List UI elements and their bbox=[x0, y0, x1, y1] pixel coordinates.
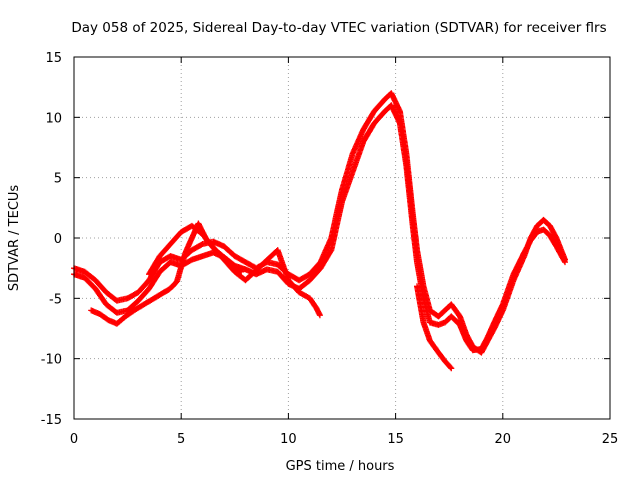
x-tick-label: 0 bbox=[70, 432, 78, 447]
x-tick-label: 25 bbox=[602, 432, 619, 447]
data-point bbox=[561, 257, 568, 264]
data-layer bbox=[71, 90, 568, 372]
y-tick-label: 15 bbox=[45, 51, 62, 66]
y-tick-labels: -15 -10 -5 0 5 10 15 bbox=[41, 51, 62, 428]
y-tick-label: -10 bbox=[41, 353, 62, 368]
data-point bbox=[238, 268, 245, 275]
y-tick-label: -5 bbox=[49, 292, 62, 307]
data-point bbox=[316, 312, 323, 319]
chart-title: Day 058 of 2025, Sidereal Day-to-day VTE… bbox=[71, 20, 606, 36]
x-tick-label: 10 bbox=[280, 432, 297, 447]
data-point bbox=[237, 268, 244, 274]
series-track-d bbox=[88, 220, 245, 327]
x-tick-label: 5 bbox=[177, 432, 185, 447]
x-tick-label: 15 bbox=[387, 432, 404, 447]
ticks bbox=[73, 56, 611, 420]
y-tick-label: 0 bbox=[54, 232, 62, 247]
grid bbox=[74, 57, 610, 419]
x-axis-label: GPS time / hours bbox=[286, 459, 395, 474]
data-point bbox=[447, 364, 454, 371]
series-track-c bbox=[146, 222, 455, 372]
data-point bbox=[448, 365, 455, 372]
x-tick-labels: 0 5 10 15 20 25 bbox=[70, 432, 618, 447]
y-tick-label: 5 bbox=[54, 172, 62, 187]
y-tick-label: 10 bbox=[45, 111, 62, 126]
data-point bbox=[562, 259, 568, 266]
y-axis-label: SDTVAR / TECUs bbox=[7, 185, 22, 292]
x-tick-label: 20 bbox=[495, 432, 512, 447]
y-tick-label: -15 bbox=[41, 413, 62, 428]
